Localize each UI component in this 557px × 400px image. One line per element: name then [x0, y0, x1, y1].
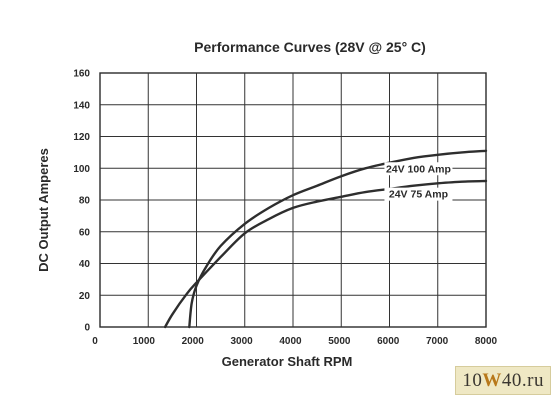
x-tick-label: 2000 — [182, 336, 205, 347]
y-tick-label: 60 — [79, 227, 91, 238]
x-axis-label: Generator Shaft RPM — [222, 354, 353, 369]
x-tick-label: 4000 — [279, 336, 302, 347]
y-tick-label: 0 — [84, 323, 90, 334]
watermark-highlight: W — [482, 369, 502, 391]
series-label-background — [384, 162, 453, 176]
y-tick-label: 20 — [79, 291, 91, 302]
x-tick-label: 5000 — [328, 336, 351, 347]
x-tick-label: 0 — [92, 336, 98, 347]
grid — [99, 72, 487, 328]
series-label: 24V 100 Amp — [386, 163, 451, 175]
series-labels: 24V 100 Amp 24V 75 Amp — [384, 162, 453, 201]
tick-labels: 0 1000 2000 3000 4000 5000 6000 7000 8000 0 20 40 60… — [73, 69, 497, 348]
y-tick-label: 80 — [79, 196, 91, 207]
x-tick-label: 3000 — [231, 336, 254, 347]
series-lines — [163, 149, 488, 329]
watermark-suffix: 40.ru — [501, 369, 544, 391]
x-tick-label: 8000 — [475, 336, 498, 347]
y-tick-label: 100 — [73, 164, 90, 175]
chart-title: Performance Curves (28V @ 25° C) — [194, 39, 426, 55]
series-line-75-amp — [163, 179, 488, 329]
series-label: 24V 75 Amp — [389, 189, 448, 201]
y-tick-label: 140 — [73, 100, 90, 111]
y-tick-label: 120 — [73, 132, 90, 143]
x-tick-label: 1000 — [133, 336, 156, 347]
y-tick-label: 40 — [79, 259, 91, 270]
site-watermark-logo: 10 W 40.ru — [455, 366, 551, 395]
x-tick-label: 7000 — [426, 336, 449, 347]
series-label-background — [384, 187, 453, 201]
x-tick-label: 6000 — [377, 336, 400, 347]
watermark-prefix: 10 — [462, 369, 483, 391]
y-tick-label: 160 — [73, 69, 90, 80]
series-line-100-amp — [188, 149, 488, 329]
y-axis-label: DC Output Amperes — [36, 148, 51, 272]
